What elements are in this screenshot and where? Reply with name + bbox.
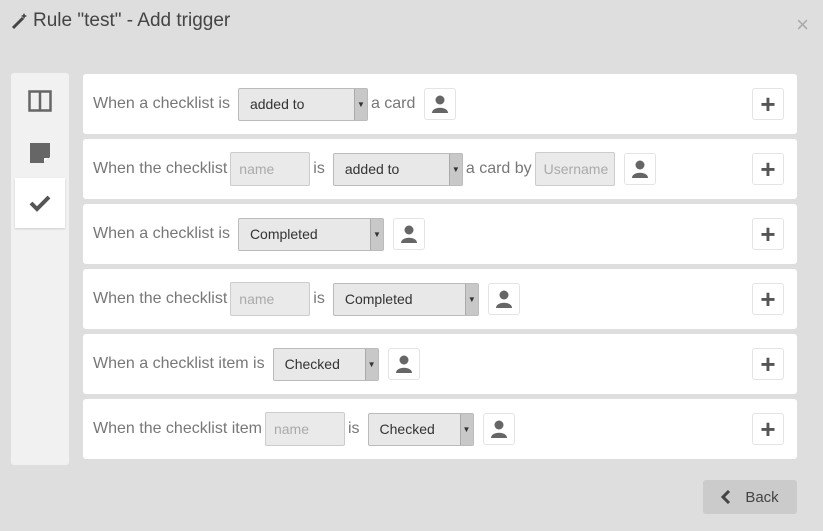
user-icon bbox=[631, 160, 648, 178]
board-columns-icon bbox=[28, 90, 52, 112]
user-filter-button[interactable] bbox=[387, 348, 420, 380]
user-filter-button[interactable] bbox=[487, 283, 520, 315]
trigger-text: When the checklist bbox=[93, 290, 228, 307]
user-icon bbox=[495, 290, 512, 308]
checkmark-icon bbox=[29, 195, 51, 212]
trigger-text: When a checklist is bbox=[93, 95, 230, 112]
select-value: added to bbox=[249, 96, 305, 112]
trigger-row: When the checklist item name is Checked ▼… bbox=[83, 399, 797, 459]
card-icon bbox=[30, 143, 50, 163]
select-value: Checked bbox=[284, 356, 340, 372]
username-input[interactable]: Username bbox=[534, 152, 615, 186]
close-button[interactable]: × bbox=[796, 12, 809, 37]
user-icon bbox=[490, 420, 507, 438]
trigger-text: When the checklist bbox=[93, 160, 228, 177]
user-filter-button[interactable] bbox=[424, 88, 457, 120]
state-select[interactable]: Completed ▼ bbox=[237, 217, 384, 251]
user-filter-button[interactable] bbox=[392, 218, 425, 250]
trigger-row: When the checklist name is added to ▼ a c… bbox=[83, 139, 797, 199]
trigger-text: a card bbox=[370, 95, 416, 112]
trigger-text: is bbox=[313, 290, 325, 307]
state-select[interactable]: Completed ▼ bbox=[332, 282, 479, 316]
select-value: Completed bbox=[344, 291, 413, 307]
add-trigger-button[interactable]: + bbox=[752, 88, 784, 120]
checklist-name-input[interactable]: name bbox=[230, 152, 311, 186]
user-icon bbox=[432, 95, 449, 113]
trigger-text: is bbox=[313, 160, 325, 177]
trigger-text: When a checklist is bbox=[93, 225, 230, 242]
trigger-row: When a checklist is added to ▼ a card + bbox=[83, 74, 797, 134]
chevron-down-icon: ▼ bbox=[464, 283, 478, 315]
user-filter-button[interactable] bbox=[623, 153, 656, 185]
tab-checklist[interactable] bbox=[15, 178, 65, 228]
chevron-down-icon: ▼ bbox=[353, 88, 367, 120]
chevron-left-icon bbox=[721, 490, 731, 504]
trigger-text: When a checklist item is bbox=[93, 355, 265, 372]
trigger-text: When the checklist item bbox=[93, 420, 262, 437]
item-state-select[interactable]: Checked ▼ bbox=[272, 347, 379, 381]
chevron-down-icon: ▼ bbox=[364, 348, 378, 380]
trigger-text: is bbox=[347, 420, 360, 437]
select-value: Checked bbox=[379, 421, 435, 437]
trigger-category-sidebar bbox=[11, 73, 69, 465]
user-icon bbox=[400, 225, 417, 243]
add-trigger-button[interactable]: + bbox=[752, 413, 784, 445]
chevron-down-icon: ▼ bbox=[448, 153, 462, 185]
select-value: Completed bbox=[249, 226, 318, 242]
user-icon bbox=[395, 355, 412, 373]
dialog-title: Rule "test" - Add trigger bbox=[11, 10, 230, 32]
back-label: Back bbox=[745, 488, 779, 506]
trigger-list: When a checklist is added to ▼ a card + W… bbox=[83, 74, 797, 464]
action-select[interactable]: added to ▼ bbox=[237, 87, 368, 121]
chevron-down-icon: ▼ bbox=[369, 218, 383, 250]
checklist-name-input[interactable]: name bbox=[230, 282, 311, 316]
select-value: added to bbox=[344, 161, 400, 177]
add-trigger-button[interactable]: + bbox=[752, 283, 784, 315]
item-name-input[interactable]: name bbox=[264, 412, 345, 446]
add-trigger-button[interactable]: + bbox=[752, 153, 784, 185]
add-trigger-button[interactable]: + bbox=[752, 218, 784, 250]
tab-card[interactable] bbox=[15, 128, 65, 178]
trigger-row: When the checklist name is Completed ▼ + bbox=[83, 269, 797, 329]
trigger-row: When a checklist is Completed ▼ + bbox=[83, 204, 797, 264]
tab-board[interactable] bbox=[15, 76, 65, 126]
item-state-select[interactable]: Checked ▼ bbox=[367, 412, 474, 446]
add-trigger-button[interactable]: + bbox=[752, 348, 784, 380]
trigger-text: a card by bbox=[465, 160, 532, 177]
chevron-down-icon: ▼ bbox=[459, 413, 473, 445]
user-filter-button[interactable] bbox=[482, 413, 515, 445]
action-select[interactable]: added to ▼ bbox=[332, 152, 463, 186]
back-button[interactable]: Back bbox=[703, 480, 797, 514]
dialog-title-text: Rule "test" - Add trigger bbox=[33, 10, 231, 31]
trigger-row: When a checklist item is Checked ▼ + bbox=[83, 334, 797, 394]
magic-wand-icon bbox=[11, 13, 27, 30]
